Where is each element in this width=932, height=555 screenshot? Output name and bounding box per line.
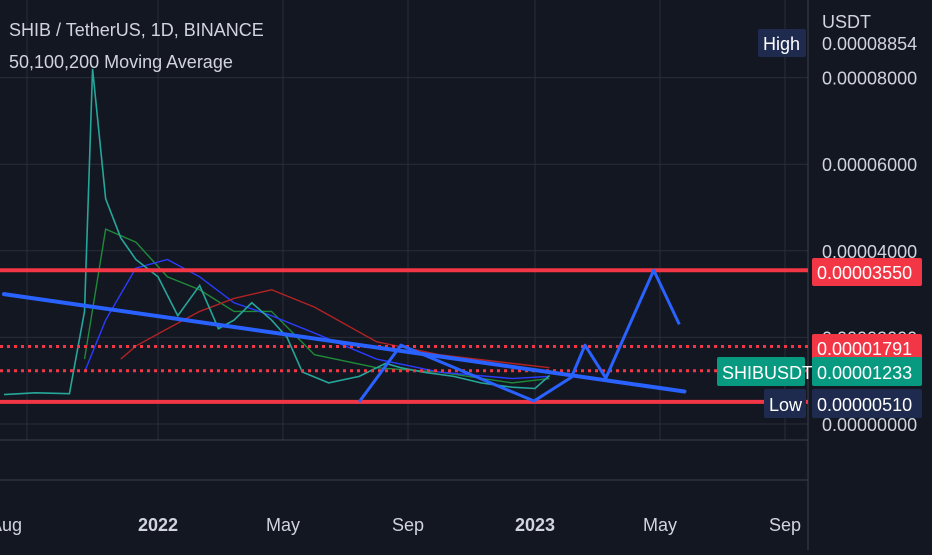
time-axis-tick-2: May: [266, 515, 300, 535]
symbol-label-badge: SHIBUSDT: [717, 357, 813, 386]
time-axis-tick-6: Sep: [769, 515, 801, 535]
level-mid-price-badge-box: [812, 334, 922, 362]
level-top-price-badge: 0.00003550: [812, 258, 922, 286]
low-price-badge-box: [812, 389, 922, 418]
price-axis-tick-4: 0.00000000: [822, 415, 917, 435]
time-axis-tick-0: Aug: [0, 515, 22, 535]
time-axis-tick-1: 2022: [138, 515, 178, 535]
low-label-badge-box: [764, 389, 806, 418]
price-axis-tick-0: 0.00008000: [822, 69, 917, 89]
high-label-badge: High: [758, 29, 806, 57]
symbol-price-badge-box: [812, 357, 922, 386]
ma-200-line: [120, 289, 550, 369]
price-series-line: [3, 68, 551, 396]
price-axis-currency: USDT: [822, 12, 871, 32]
symbol-label-badge-box: [717, 357, 805, 386]
ma-50-line: [83, 228, 550, 384]
price-axis-tick-1: 0.00006000: [822, 155, 917, 175]
symbol-label-badge-text: SHIBUSDT: [722, 363, 813, 383]
level-top-price-badge-text: 0.00003550: [817, 263, 912, 283]
level-mid-price-badge: 0.00001791: [812, 334, 922, 362]
low-label-badge-text: Low: [769, 395, 803, 415]
chart-title: SHIB / TetherUS, 1D, BINANCE: [9, 20, 264, 40]
symbol-price-badge-text: 0.00001233: [817, 363, 912, 383]
price-axis-tick-top: 0.00008854: [822, 34, 917, 54]
projection-path: [358, 268, 681, 403]
high-label-badge-box: [758, 29, 806, 57]
low-price-badge: 0.00000510: [812, 389, 922, 418]
ma-100-line: [83, 258, 550, 380]
low-label-badge: Low: [764, 389, 806, 418]
low-price-badge-text: 0.00000510: [817, 395, 912, 415]
time-axis-tick-3: Sep: [392, 515, 424, 535]
indicator-label[interactable]: 50,100,200 Moving Average: [9, 52, 233, 72]
high-label-badge-text: High: [763, 34, 800, 54]
level-mid-price-badge-text: 0.00001791: [817, 339, 912, 359]
price-axis-tick-2: 0.00004000: [822, 242, 917, 262]
time-axis-tick-4: 2023: [515, 515, 555, 535]
level-top-price-badge-box: [812, 258, 922, 286]
time-axis-tick-5: May: [643, 515, 677, 535]
symbol-price-badge: 0.00001233: [812, 357, 922, 386]
